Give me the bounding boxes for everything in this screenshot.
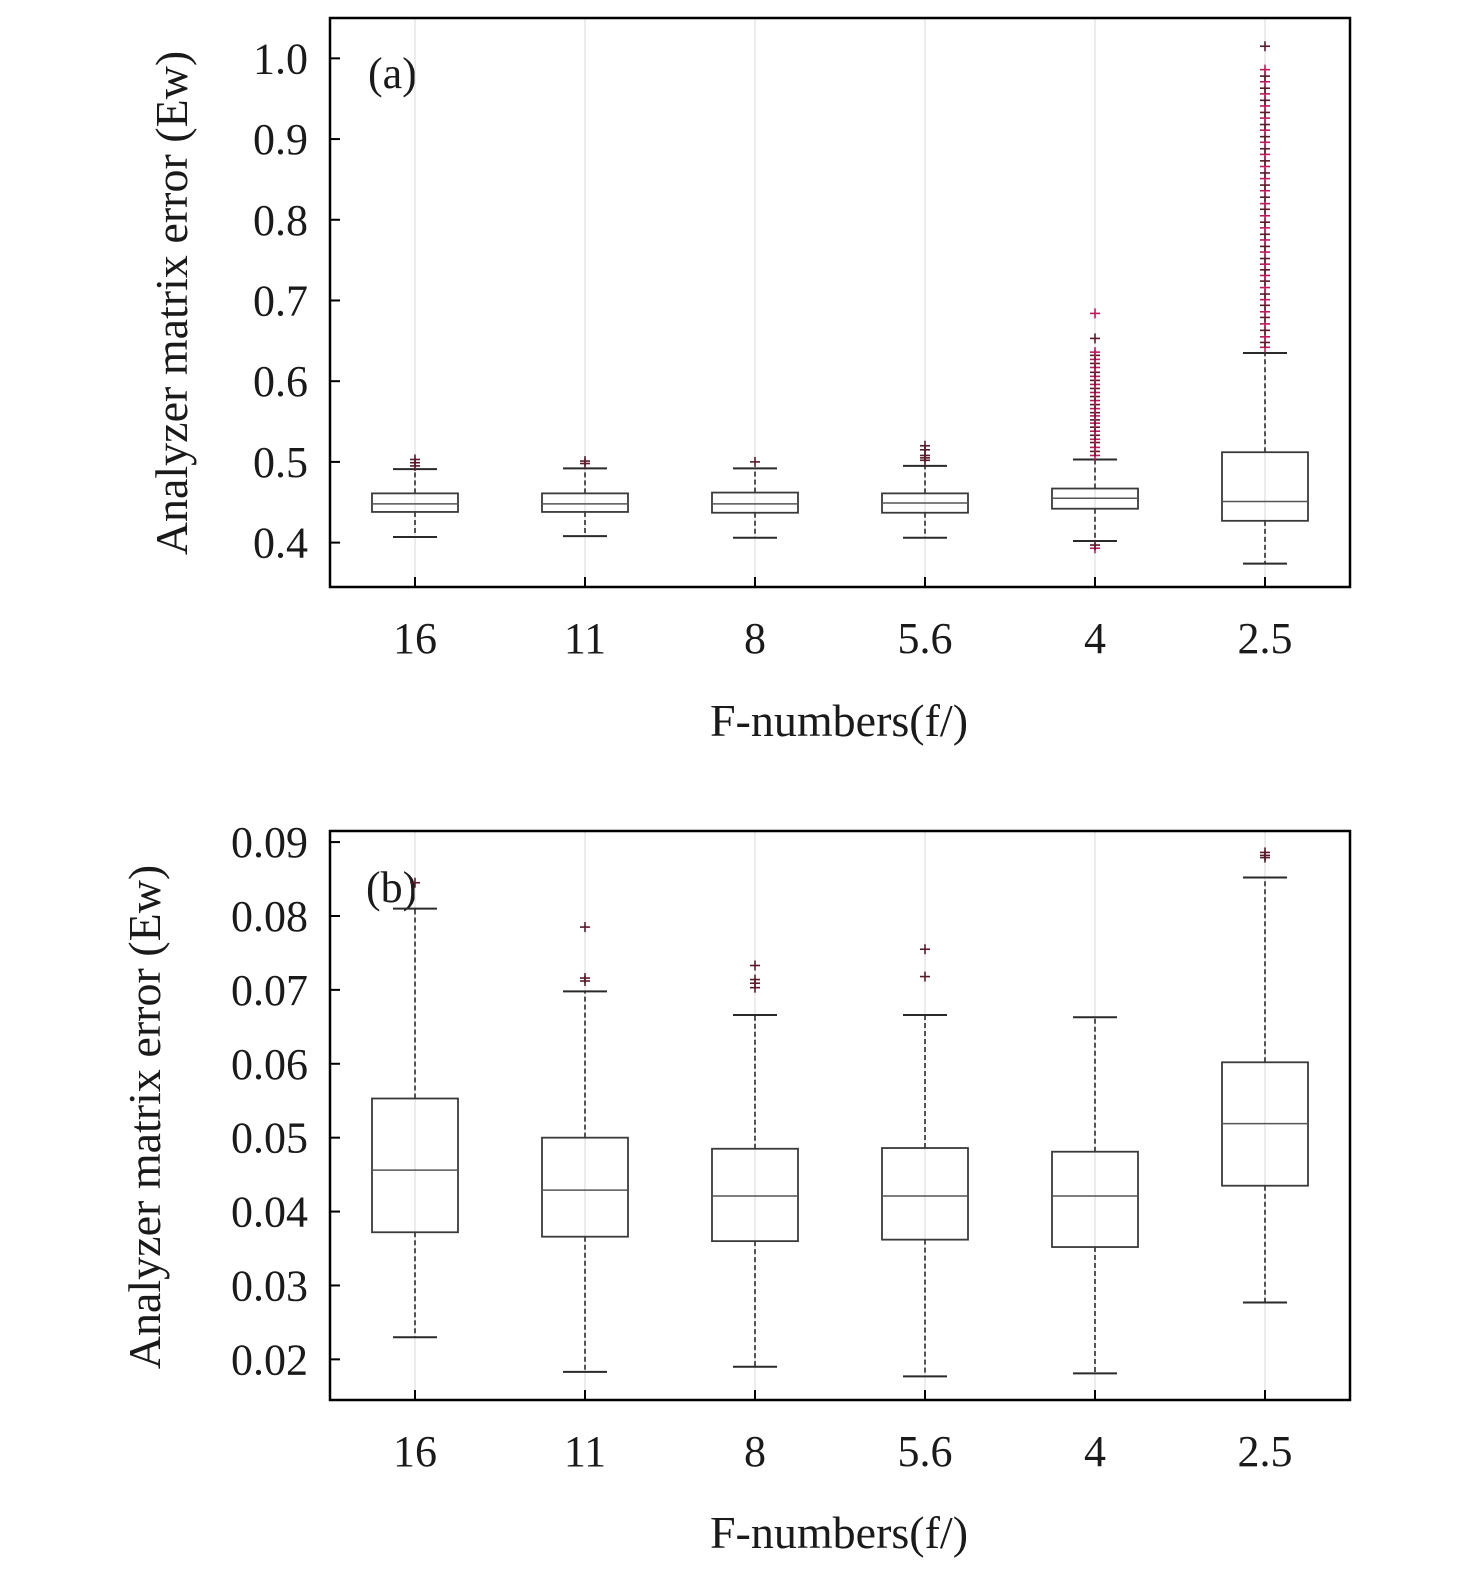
panel-b-box-0	[371, 877, 459, 1339]
panel-b-x-tick-label: 4	[1084, 1427, 1106, 1476]
panel-b-outlier	[920, 944, 930, 955]
panel-a-y-tick-label: 0.4	[253, 519, 308, 568]
panel-b-y-tick-label: 0.08	[231, 892, 308, 941]
panel-b-x-tick-label: 16	[393, 1427, 437, 1476]
panel-a-box-1	[541, 456, 629, 538]
panel-a-outlier	[1260, 41, 1270, 52]
panel-b-box-2	[711, 960, 799, 1368]
panel-a-iqr-box	[371, 492, 459, 513]
panel-a-outlier	[1090, 540, 1100, 551]
panel-a-box-2	[711, 456, 799, 539]
panel-b-outlier	[580, 922, 590, 933]
panel-b-y-tick-label: 0.05	[231, 1114, 308, 1163]
panel-a-x-tick-label: 4	[1084, 614, 1106, 663]
panel-a-x-tick-label: 11	[564, 614, 606, 663]
panel-b-iqr-box	[711, 1147, 799, 1243]
panel-a-y-tick-label: 0.5	[253, 438, 308, 487]
panel-a-y-axis-title: Analyzer matrix error (Ew)	[146, 51, 197, 555]
panel-b-iqr-box	[881, 1147, 969, 1241]
panel-b-x-axis-title: F-numbers(f/)	[710, 1507, 968, 1558]
panel-a-iqr-box	[1221, 451, 1309, 522]
panel-a-box-4	[1051, 308, 1139, 554]
panel-b-outlier	[1260, 847, 1270, 858]
panel-a-outlier	[1090, 308, 1100, 319]
panel-a-box-0	[371, 454, 459, 538]
panel-a-outlier	[580, 456, 590, 467]
panel-a-outlier	[410, 454, 420, 465]
panel-b-y-tick-label: 0.02	[231, 1335, 308, 1384]
panel-a-box-3	[881, 440, 969, 539]
panel-b-box-1	[541, 922, 629, 1373]
panel-a-x-tick-label: 8	[744, 614, 766, 663]
panel-b-y-tick-label: 0.09	[231, 818, 308, 867]
panel-b-box-5	[1221, 847, 1309, 1304]
panel-b-box-3	[881, 944, 969, 1378]
panel-b-x-tick-label: 2.5	[1238, 1427, 1293, 1476]
panel-a-outlier	[1260, 64, 1270, 75]
panel-b-outlier	[580, 973, 590, 984]
panel-a-plot-frame	[328, 16, 1352, 589]
panel-b-y-tick-label: 0.07	[231, 966, 308, 1015]
panel-b-y-axis-title: Analyzer matrix error (Ew)	[119, 865, 170, 1369]
panel-b-outlier	[920, 971, 930, 982]
panel-b-chart: Analyzer matrix error (Ew) F-numbers(f/)…	[119, 818, 1352, 1558]
panel-a-x-axis-title: F-numbers(f/)	[710, 695, 968, 746]
panel-b-iqr-box	[541, 1136, 629, 1238]
panel-a-y-tick-label: 0.8	[253, 196, 308, 245]
panel-a-x-tick-label: 16	[393, 614, 437, 663]
panel-b-iqr-box	[1051, 1150, 1139, 1248]
panel-b-plot-frame	[328, 829, 1352, 1402]
panel-b-outlier	[750, 974, 760, 985]
panel-a-y-tick-label: 0.7	[253, 276, 308, 325]
panel-b-x-tick-label: 8	[744, 1427, 766, 1476]
panel-a-outlier	[1090, 333, 1100, 344]
panel-a-y-tick-label: 0.6	[253, 357, 308, 406]
panel-a-outlier	[750, 456, 760, 467]
panel-a-iqr-box	[541, 492, 629, 513]
panel-a-box-5	[1221, 41, 1309, 565]
panel-b-y-tick-label: 0.03	[231, 1261, 308, 1310]
panel-b-y-tick-label: 0.04	[231, 1188, 308, 1237]
panel-b-x-tick-label: 5.6	[898, 1427, 953, 1476]
panel-a-y-tick-label: 1.0	[253, 34, 308, 83]
panel-a-outlier	[920, 440, 930, 451]
panel-a-x-tick-label: 2.5	[1238, 614, 1293, 663]
panel-a-label: (a)	[368, 49, 417, 98]
panel-a-x-tick-label: 5.6	[898, 614, 953, 663]
panel-b-iqr-box	[371, 1097, 459, 1234]
panel-b-x-tick-label: 11	[564, 1427, 606, 1476]
panel-b-outlier	[410, 877, 420, 888]
panel-b-outlier	[750, 960, 760, 971]
panel-b-y-tick-label: 0.06	[231, 1040, 308, 1089]
panel-a-chart: Analyzer matrix error (Ew) F-numbers(f/)…	[146, 16, 1352, 746]
panel-b-label: (b)	[366, 863, 417, 912]
panel-b-box-4	[1051, 1016, 1139, 1375]
panel-a-y-tick-label: 0.9	[253, 115, 308, 164]
panel-a-iqr-box	[711, 491, 799, 514]
panel-a-outlier	[1090, 347, 1100, 358]
